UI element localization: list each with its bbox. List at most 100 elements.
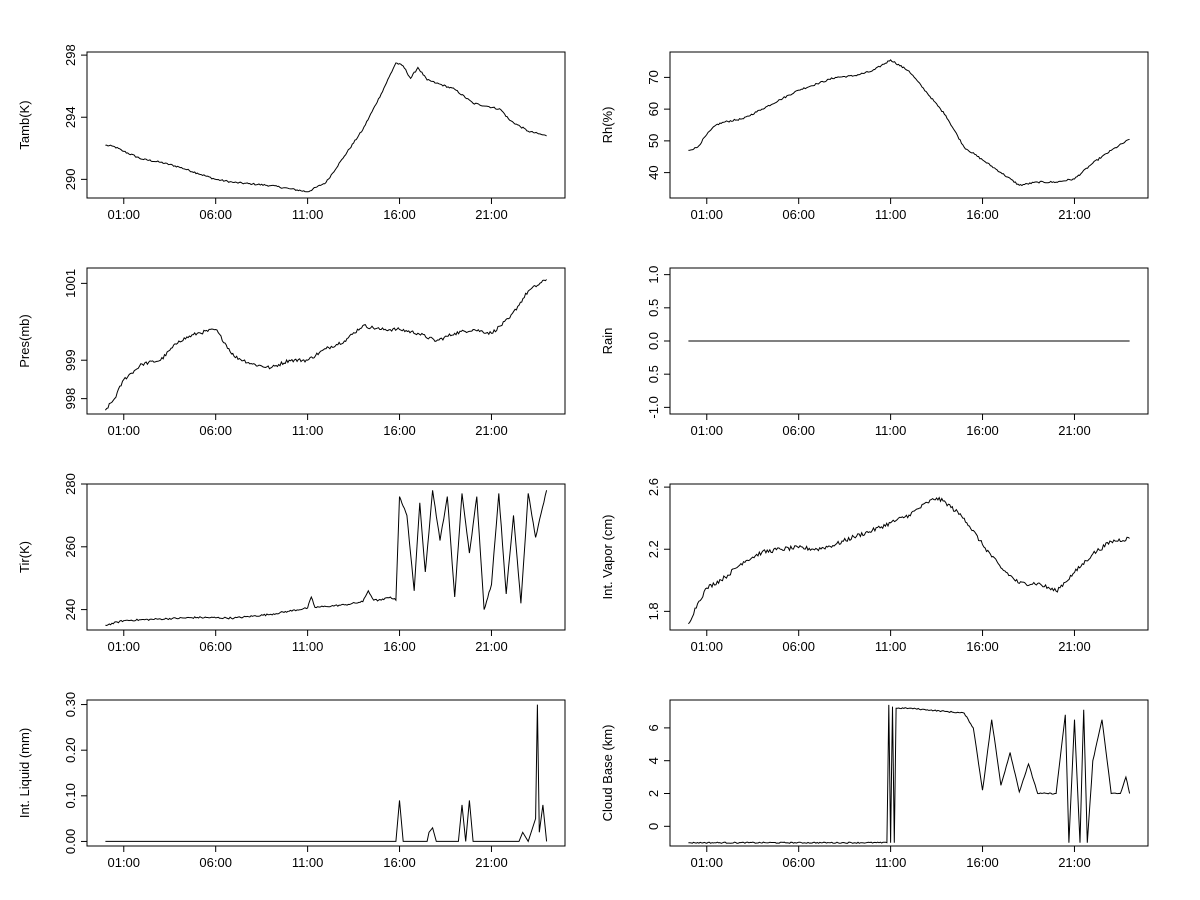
x-tick-label: 06:00 (199, 855, 232, 870)
y-tick-label: 240 (63, 599, 78, 621)
y-tick-label: 290 (63, 169, 78, 191)
panel-7: 01:00 06:00 11:00 16:00 21:00 0.00 0.10 0.20 0.3… (17, 692, 566, 870)
y-tick-label: 50 (646, 134, 661, 148)
y-tick-label: 298 (63, 44, 78, 66)
x-tick-label: 16:00 (966, 639, 999, 654)
x-tick-label: 01:00 (107, 855, 140, 870)
series-line (105, 704, 548, 843)
y-tick-label: 998 (63, 388, 78, 410)
x-tick-label: 11:00 (875, 423, 907, 438)
y-tick-label: 0.20 (63, 738, 78, 763)
panel-1: 01:00 06:00 11:00 16:00 21:00 290 294 298 Tamb(K… (17, 44, 566, 222)
y-axis-label: Int. Vapor (cm) (600, 514, 615, 599)
x-tick-label: 06:00 (782, 639, 815, 654)
x-tick-label: 21:00 (475, 423, 508, 438)
y-tick-label: 2.2 (646, 540, 661, 558)
x-tick-label: 11:00 (292, 207, 324, 222)
y-axis-label: Rh(%) (600, 107, 615, 144)
y-tick-label: 6 (646, 724, 661, 731)
y-axis-label: Rain (600, 328, 615, 355)
y-tick-label: 70 (646, 70, 661, 84)
x-tick-label: 11:00 (875, 207, 907, 222)
panel-5: 01:00 06:00 11:00 16:00 21:00 240 260 280 Tir(K) (17, 473, 566, 654)
y-tick-label: 280 (63, 473, 78, 495)
y-tick-label: 0.0 (646, 332, 661, 350)
y-tick-label: 0.00 (63, 829, 78, 854)
x-tick-label: 21:00 (475, 855, 508, 870)
plot-frame (86, 483, 566, 631)
y-tick-label: 0.5 (646, 365, 661, 383)
x-tick-label: 01:00 (107, 423, 140, 438)
y-axis-label: Pres(mb) (17, 314, 32, 367)
x-tick-label: 01:00 (107, 639, 140, 654)
plot-frame (669, 483, 1149, 631)
series-line (688, 704, 1131, 844)
x-tick-label: 11:00 (875, 639, 907, 654)
x-tick-label: 16:00 (383, 207, 416, 222)
x-tick-label: 06:00 (782, 207, 815, 222)
x-tick-label: 06:00 (199, 423, 232, 438)
panel-6: 01:00 06:00 11:00 16:00 21:00 1.8 2.2 2.6 Int. V… (600, 478, 1149, 654)
panel-8: 01:00 06:00 11:00 16:00 21:00 0 2 4 6 Cloud Base … (600, 699, 1149, 870)
x-tick-label: 06:00 (199, 207, 232, 222)
y-tick-label: 1.0 (646, 266, 661, 284)
y-axis-label: Cloud Base (km) (600, 725, 615, 822)
x-tick-label: 11:00 (875, 855, 907, 870)
x-tick-label: 21:00 (1058, 207, 1091, 222)
x-tick-label: 21:00 (475, 639, 508, 654)
x-tick-label: 01:00 (690, 855, 723, 870)
y-tick-label: 0 (646, 823, 661, 830)
x-tick-label: 11:00 (292, 423, 324, 438)
x-tick-label: 01:00 (690, 207, 723, 222)
y-tick-label: 0.10 (63, 783, 78, 808)
series-line (105, 490, 548, 627)
y-axis-label: Tamb(K) (17, 100, 32, 149)
x-tick-label: 21:00 (1058, 423, 1091, 438)
plot-frame (669, 699, 1149, 847)
x-tick-label: 16:00 (383, 423, 416, 438)
y-tick-label: -1.0 (646, 396, 661, 418)
x-tick-label: 11:00 (292, 639, 324, 654)
x-tick-label: 06:00 (199, 639, 232, 654)
y-tick-label: 2 (646, 790, 661, 797)
x-tick-label: 11:00 (292, 855, 324, 870)
y-axis-label: Int. Liquid (mm) (17, 728, 32, 818)
x-tick-label: 01:00 (690, 639, 723, 654)
series-line (105, 62, 547, 193)
plot-frame (86, 267, 566, 415)
x-tick-label: 21:00 (475, 207, 508, 222)
series-line (688, 59, 1130, 187)
plot-frame (669, 51, 1149, 199)
y-tick-label: 2.6 (646, 478, 661, 496)
x-tick-label: 01:00 (690, 423, 723, 438)
x-tick-label: 16:00 (383, 855, 416, 870)
y-tick-label: 4 (646, 757, 661, 764)
y-tick-label: 60 (646, 102, 661, 116)
x-tick-label: 16:00 (966, 207, 999, 222)
panel-3: 01:00 06:00 11:00 16:00 21:00 998 999 1001 Pres(… (17, 267, 566, 438)
x-tick-label: 16:00 (383, 639, 416, 654)
y-tick-label: 0.5 (646, 299, 661, 317)
x-tick-label: 21:00 (1058, 639, 1091, 654)
y-tick-label: 40 (646, 165, 661, 179)
x-tick-label: 06:00 (782, 855, 815, 870)
y-tick-label: 1.8 (646, 602, 661, 620)
y-tick-label: 999 (63, 349, 78, 371)
plot-frame (86, 699, 566, 847)
y-tick-label: 294 (63, 106, 78, 128)
y-tick-label: 1001 (63, 269, 78, 298)
x-tick-label: 06:00 (782, 423, 815, 438)
y-axis-label: Tir(K) (17, 541, 32, 573)
x-tick-label: 16:00 (966, 423, 999, 438)
series-line (688, 496, 1130, 625)
plot-frame (86, 51, 566, 199)
series-line (104, 279, 547, 411)
x-tick-label: 01:00 (107, 207, 140, 222)
x-tick-label: 21:00 (1058, 855, 1091, 870)
panel-2: 01:00 06:00 11:00 16:00 21:00 40 50 60 70 Rh(%) (600, 51, 1149, 222)
y-tick-label: 0.30 (63, 692, 78, 717)
panel-4: 01:00 06:00 11:00 16:00 21:00 -1.0 0.5 0.0 0.5 1.… (600, 266, 1149, 438)
y-tick-label: 260 (63, 536, 78, 558)
x-tick-label: 16:00 (966, 855, 999, 870)
